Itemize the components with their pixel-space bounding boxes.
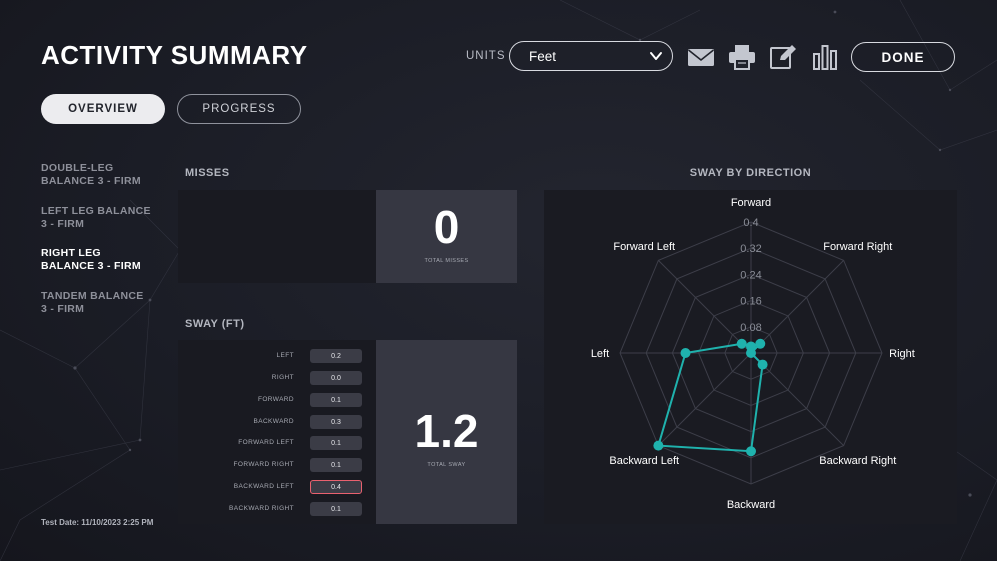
sidebar-item-right-leg-balance[interactable]: RIGHT LEG BALANCE 3 - FIRM [41, 247, 141, 272]
total-misses-panel: 0 TOTAL MISSES [376, 190, 517, 283]
total-sway-value: 1.2 [414, 405, 479, 457]
sidebar-item-left-leg-balance[interactable]: LEFT LEG BALANCE 3 - FIRM [41, 205, 151, 230]
radar-spoke [750, 260, 844, 354]
misses-section-title: MISSES [185, 167, 230, 179]
radar-tick-label: 0.16 [740, 296, 761, 308]
radar-tick-label: 0.08 [740, 322, 761, 334]
sway-detail-panel [178, 340, 376, 524]
sway-row-label: BACKWARD LEFT [233, 483, 294, 490]
radar-chart-panel: 0.08 0.16 0.24 0.32 0.4 Forward Forward Right R… [544, 190, 957, 524]
sway-row-value: 0.1 [310, 436, 362, 450]
sway-row-label: RIGHT [271, 374, 294, 381]
total-misses-caption: TOTAL MISSES [424, 258, 469, 264]
radar-data-point [757, 359, 768, 370]
tab-overview[interactable]: OVERVIEW [41, 94, 165, 124]
radar-spoke [750, 352, 844, 446]
units-dropdown[interactable]: Feet [509, 41, 673, 71]
radar-data-point [653, 440, 664, 451]
radar-data-point [680, 348, 691, 358]
sway-row-label: BACKWARD RIGHT [229, 505, 294, 512]
sway-row-left: LEFT 0.2 [190, 349, 363, 363]
radar-series-line [657, 342, 764, 453]
sway-row-value: 0.1 [310, 458, 362, 472]
radar-spoke [658, 352, 752, 446]
sway-row-label: FORWARD [257, 396, 294, 403]
sway-row-label: LEFT [276, 352, 294, 359]
sway-row-value: 0.0 [310, 371, 362, 385]
radar-spoke [658, 260, 752, 354]
sway-row-value: 0.4 [310, 480, 362, 494]
radar-tick-label: 0.32 [740, 243, 761, 255]
radar-axis-label: Left [591, 348, 609, 360]
radar-data-point [736, 338, 747, 349]
radar-axis-label: Right [889, 348, 915, 360]
sway-row-value: 0.1 [310, 393, 362, 407]
radar-data-point [746, 348, 756, 358]
sway-row-label: FORWARD RIGHT [233, 461, 294, 468]
radar-axis-label: Forward Left [613, 241, 675, 253]
bar-chart-icon[interactable] [811, 44, 839, 70]
total-misses-value: 0 [433, 201, 460, 253]
sway-row-value: 0.3 [310, 415, 362, 429]
units-label: UNITS [466, 50, 506, 62]
radar-data-point [746, 446, 756, 457]
sway-section-title: SWAY (FT) [185, 318, 245, 330]
edit-icon[interactable] [769, 44, 797, 70]
sway-row-label: FORWARD LEFT [238, 439, 294, 446]
sway-by-direction-title: SWAY BY DIRECTION [689, 167, 812, 179]
sway-row-value: 0.2 [310, 349, 362, 363]
radar-tick-label: 0.4 [743, 217, 758, 229]
radar-axis-label: Backward Right [819, 455, 896, 467]
tab-progress[interactable]: PROGRESS [177, 94, 301, 124]
radar-tick-label: 0.24 [740, 269, 761, 281]
page-title: ACTIVITY SUMMARY [41, 40, 308, 70]
chevron-down-icon [650, 52, 662, 60]
sway-row-value: 0.1 [310, 502, 362, 516]
sway-row-backward: BACKWARD 0.3 [190, 415, 363, 429]
mail-icon[interactable] [687, 44, 715, 70]
sway-row-forward-right: FORWARD RIGHT 0.1 [190, 458, 363, 472]
total-sway-caption: TOTAL SWAY [427, 462, 466, 468]
radar-axis-label: Forward [731, 197, 771, 209]
radar-data-point [755, 338, 766, 349]
radar-chart: 0.08 0.16 0.24 0.32 0.4 Forward Forward Right R… [591, 197, 915, 511]
sway-row-backward-right: BACKWARD RIGHT 0.1 [190, 502, 363, 516]
units-selected-value: Feet [529, 48, 557, 64]
sway-row-forward: FORWARD 0.1 [190, 393, 363, 407]
sway-row-forward-left: FORWARD LEFT 0.1 [190, 436, 363, 450]
radar-axis-label: Backward [727, 499, 775, 511]
sidebar-item-tandem-balance[interactable]: TANDEM BALANCE 3 - FIRM [41, 290, 144, 315]
sway-row-backward-left: BACKWARD LEFT 0.4 [190, 480, 363, 494]
misses-detail-panel [178, 190, 376, 283]
sway-row-label: BACKWARD [253, 418, 294, 425]
radar-axis-label: Forward Right [823, 241, 892, 253]
done-button[interactable]: DONE [851, 42, 955, 72]
sidebar-item-double-leg-balance[interactable]: DOUBLE-LEG BALANCE 3 - FIRM [41, 162, 141, 187]
print-icon[interactable] [728, 44, 756, 70]
total-sway-panel: 1.2 TOTAL SWAY [376, 340, 517, 524]
sway-row-right: RIGHT 0.0 [190, 371, 363, 385]
test-date: Test Date: 11/10/2023 2:25 PM [41, 518, 154, 527]
radar-axis-label: Backward Left [609, 455, 679, 467]
